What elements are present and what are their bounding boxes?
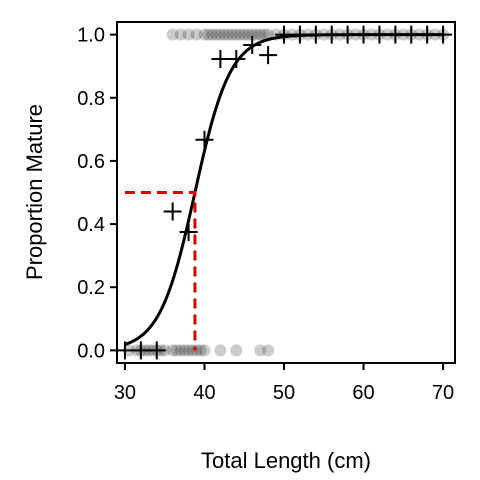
l50-reference-line (124, 191, 197, 351)
binned-proportion-marker (163, 202, 182, 221)
obs-point-immature (174, 344, 187, 357)
obs-point-mature (246, 28, 259, 41)
binned-proportion-marker (227, 49, 246, 68)
logistic-fit-curve (124, 33, 444, 346)
plot-content (115, 25, 453, 360)
x-tick-label: 60 (352, 382, 374, 404)
obs-point-immature (262, 344, 275, 357)
obs-point-immature (182, 344, 195, 357)
x-tick-label: 30 (114, 382, 136, 404)
obs-point-mature (166, 28, 179, 41)
y-tick-label: 0.6 (77, 151, 105, 173)
binned-proportion-marker (322, 25, 341, 44)
x-tick-label: 50 (273, 382, 295, 404)
y-tick-label: 0.2 (77, 277, 105, 299)
binned-proportion-marker (402, 25, 421, 44)
binned-proportion-marker (115, 341, 134, 360)
obs-point-immature (198, 344, 211, 357)
binned-proportion-marker (275, 25, 294, 44)
binned-proportion-marker (354, 25, 373, 44)
x-tick-label: 40 (193, 382, 215, 404)
obs-point-mature (190, 28, 203, 41)
y-tick-label: 1.0 (77, 25, 105, 47)
obs-point-mature (182, 28, 195, 41)
plot-frame (116, 21, 456, 364)
obs-point-mature (234, 28, 247, 41)
obs-point-immature (254, 344, 267, 357)
binned-proportion-marker (338, 25, 357, 44)
binned-proportion-marker (290, 25, 309, 44)
x-axis-title: Total Length (cm) (201, 448, 371, 473)
obs-point-mature (218, 28, 231, 41)
binned-proportion-marker (243, 36, 262, 55)
obs-point-mature (258, 28, 271, 41)
obs-point-mature (238, 28, 251, 41)
binned-proportion-marker (131, 341, 150, 360)
y-tick-label: 0.4 (77, 214, 105, 236)
binned-proportion-marker (434, 25, 453, 44)
obs-point-immature (166, 344, 179, 357)
y-axis: 0.0 0.2 0.4 0.6 0.8 1.0 (77, 25, 117, 362)
obs-point-immature (178, 344, 191, 357)
x-tick-label: 70 (432, 382, 454, 404)
binned-proportion-marker (195, 130, 214, 149)
obs-point-mature (222, 28, 235, 41)
obs-point-mature (210, 28, 223, 41)
binned-proportion-marker (259, 46, 278, 65)
y-tick-label: 0.8 (77, 88, 105, 110)
obs-point-mature (226, 28, 239, 41)
obs-point-immature (170, 344, 183, 357)
obs-point-immature (214, 344, 227, 357)
obs-point-mature (198, 28, 211, 41)
y-tick-label: 0.0 (77, 340, 105, 362)
y-axis-title: Proportion Mature (22, 104, 47, 280)
obs-point-mature (206, 28, 219, 41)
x-axis: 30 40 50 60 70 (114, 363, 454, 404)
binned-proportion-marker (211, 49, 230, 68)
binned-proportion-marker (370, 25, 389, 44)
binned-proportion-marker (386, 25, 405, 44)
obs-point-immature (194, 344, 207, 357)
obs-point-mature (254, 28, 267, 41)
binned-proportion-marker (179, 222, 198, 241)
obs-point-mature (230, 28, 243, 41)
binned-proportion-marker (147, 341, 166, 360)
binned-proportion-marker (418, 25, 437, 44)
obs-point-mature (214, 28, 227, 41)
binned-proportion-marker (306, 25, 325, 44)
obs-point-immature (230, 344, 243, 357)
obs-point-mature (174, 28, 187, 41)
obs-point-mature (202, 28, 215, 41)
